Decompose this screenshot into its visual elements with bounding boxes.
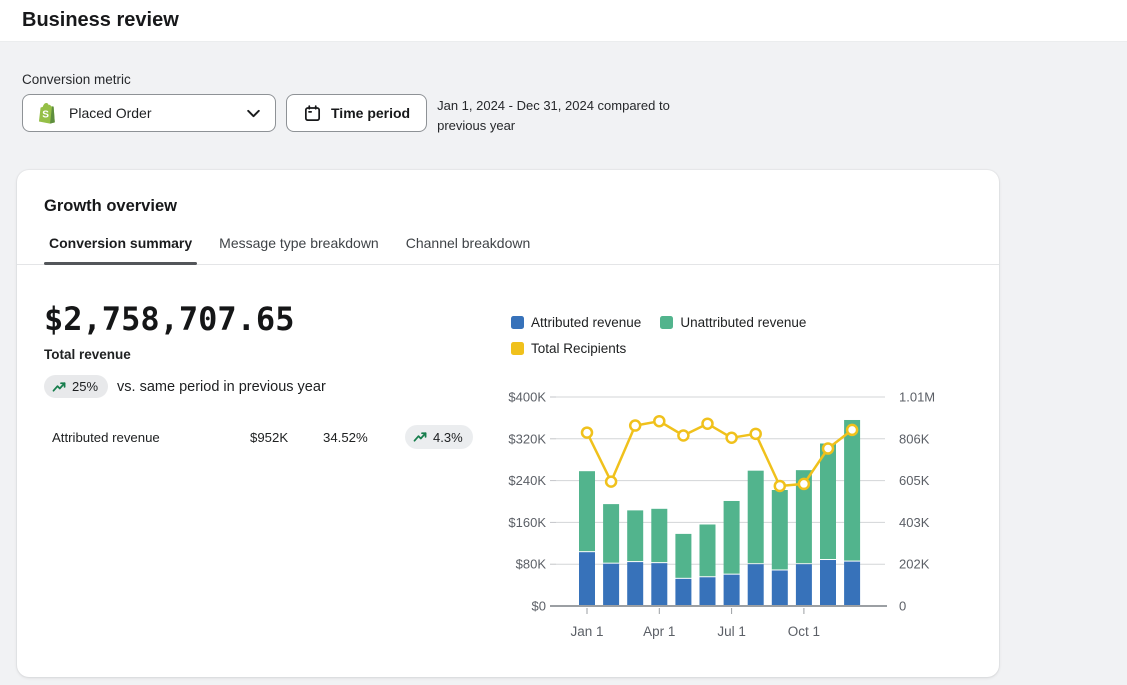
recipients-line (587, 421, 852, 486)
bar-segment[interactable] (844, 420, 860, 561)
conversion-metric-value: Placed Order (69, 105, 151, 121)
line-marker[interactable] (630, 421, 640, 431)
chart-legend: Attributed revenue Unattributed revenue To… (511, 315, 911, 356)
total-change-value: 25% (72, 379, 98, 394)
growth-overview-card: Growth overview Conversion summary Messag… (17, 170, 999, 677)
bar-segment[interactable] (844, 562, 860, 606)
line-marker[interactable] (847, 425, 857, 435)
total-change-badge: 25% (44, 375, 108, 398)
line-marker[interactable] (727, 433, 737, 443)
date-range-text: Jan 1, 2024 - Dec 31, 2024 compared to p… (437, 94, 695, 135)
conversion-metric-label: Conversion metric (22, 72, 695, 87)
right-axis-tick: 403K (899, 515, 930, 530)
trend-up-icon (413, 431, 428, 443)
line-marker[interactable] (606, 477, 616, 487)
bar-segment[interactable] (675, 534, 691, 578)
tab-channel-breakdown[interactable]: Channel breakdown (406, 235, 531, 264)
right-axis-tick: 202K (899, 557, 930, 572)
bar-segment[interactable] (748, 471, 764, 564)
right-axis-tick: 605K (899, 473, 930, 488)
shopify-bag-icon: S (36, 102, 58, 125)
legend-item-total-recipients[interactable]: Total Recipients (511, 341, 626, 356)
metric-change-badge: 4.3% (405, 425, 473, 449)
legend-swatch (660, 316, 673, 329)
revenue-recipients-chart[interactable]: $0 0 $80K 202K $160K 403K $240K 605K $320K 806K $4… (505, 386, 986, 653)
left-axis-tick: $160K (508, 515, 546, 530)
right-axis-tick: 806K (899, 431, 930, 446)
card-title: Growth overview (17, 170, 999, 216)
bar-segment[interactable] (603, 504, 619, 563)
line-marker[interactable] (799, 479, 809, 489)
time-period-button[interactable]: Time period (286, 94, 427, 132)
right-axis-tick: 1.01M (899, 390, 935, 405)
bar-segment[interactable] (700, 524, 716, 576)
bar-segment[interactable] (724, 501, 740, 574)
trend-up-icon (52, 381, 67, 393)
tab-conversion-summary[interactable]: Conversion summary (49, 235, 192, 264)
bar-segment[interactable] (820, 444, 836, 560)
bar-segment[interactable] (651, 563, 667, 606)
line-marker[interactable] (654, 416, 664, 426)
metric-row-value: $952K (250, 430, 323, 445)
conversion-metric-select[interactable]: S Placed Order (22, 94, 276, 132)
legend-label: Unattributed revenue (680, 315, 806, 330)
line-marker[interactable] (751, 429, 761, 439)
line-marker[interactable] (678, 430, 688, 440)
left-axis-tick: $0 (532, 599, 546, 614)
metric-change-value: 4.3% (433, 430, 463, 445)
bar-segment[interactable] (724, 575, 740, 606)
bar-segment[interactable] (603, 564, 619, 606)
bar-segment[interactable] (796, 564, 812, 606)
line-marker[interactable] (775, 481, 785, 491)
x-axis-tick: Apr 1 (643, 624, 675, 639)
x-axis-tick: Jul 1 (717, 624, 746, 639)
calendar-icon (303, 104, 322, 123)
conversion-summary-panel: $2,758,707.65 Total revenue 25% vs. same… (44, 300, 494, 449)
svg-text:S: S (42, 109, 49, 120)
bar-segment[interactable] (748, 564, 764, 606)
line-marker[interactable] (582, 428, 592, 438)
bar-segment[interactable] (579, 552, 595, 606)
legend-swatch (511, 342, 524, 355)
bar-segment[interactable] (675, 579, 691, 606)
x-axis-tick: Jan 1 (570, 624, 603, 639)
legend-item-unattributed-revenue[interactable]: Unattributed revenue (660, 315, 806, 330)
total-revenue-label: Total revenue (44, 347, 494, 362)
left-axis-tick: $320K (508, 431, 546, 446)
metric-row-share: 34.52% (323, 430, 405, 445)
legend-item-attributed-revenue[interactable]: Attributed revenue (511, 315, 641, 330)
attributed-revenue-row: Attributed revenue $952K 34.52% 4.3% (44, 425, 494, 449)
legend-swatch (511, 316, 524, 329)
left-axis-tick: $240K (508, 473, 546, 488)
metric-row-label: Attributed revenue (52, 430, 250, 445)
line-marker[interactable] (823, 444, 833, 454)
page-title: Business review (0, 0, 1127, 40)
line-marker[interactable] (703, 419, 713, 429)
bar-segment[interactable] (772, 570, 788, 606)
legend-label: Total Recipients (531, 341, 626, 356)
bar-segment[interactable] (627, 562, 643, 606)
legend-label: Attributed revenue (531, 315, 641, 330)
x-axis-tick: Oct 1 (788, 624, 820, 639)
right-axis-tick: 0 (899, 599, 906, 614)
chevron-down-icon (245, 105, 262, 122)
bar-segment[interactable] (700, 577, 716, 606)
comparison-context: vs. same period in previous year (117, 379, 326, 395)
card-tabs: Conversion summary Message type breakdown… (17, 235, 999, 265)
total-revenue-value: $2,758,707.65 (44, 300, 494, 338)
bar-segment[interactable] (651, 509, 667, 562)
bar-segment[interactable] (627, 510, 643, 561)
left-axis-tick: $400K (508, 390, 546, 405)
page-header: Business review (0, 0, 1127, 42)
time-period-label: Time period (331, 105, 410, 121)
bar-segment[interactable] (579, 471, 595, 551)
filter-controls: Conversion metric S Placed Order (22, 72, 695, 135)
left-axis-tick: $80K (516, 557, 547, 572)
tab-message-type-breakdown[interactable]: Message type breakdown (219, 235, 379, 264)
bar-segment[interactable] (820, 560, 836, 606)
bar-segment[interactable] (772, 490, 788, 569)
chart-panel: Attributed revenue Unattributed revenue To… (511, 315, 986, 653)
